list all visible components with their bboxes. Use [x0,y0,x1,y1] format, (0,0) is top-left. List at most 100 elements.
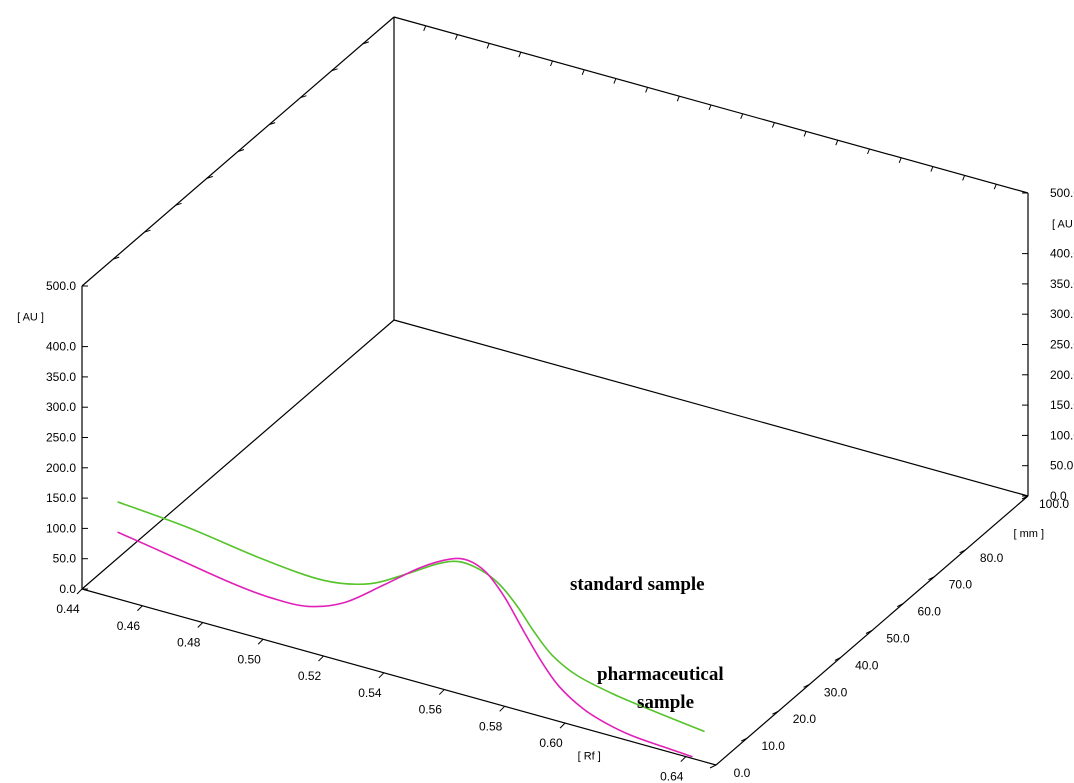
left-top-edge-tick [237,149,245,152]
right-au-axis-label: [ AU ] [1052,218,1074,230]
rf-tick-label: 0.52 [298,669,322,683]
back-top-edge-tick [803,131,807,137]
mm-tick [959,549,966,554]
right-au-tick-label: 250.0 [1050,338,1074,352]
mm-tick [865,630,873,634]
back-top-edge-tick [771,122,775,128]
rf-tick-label: 0.58 [479,719,503,733]
back-top-edge-tick [423,25,427,31]
rf-tick-label: 0.50 [237,652,261,666]
chart-frame [81,16,1029,766]
back-top-edge-tick [676,96,680,102]
right-au-tick-label: 0.0 [1050,489,1067,503]
back-top-edge-tick [898,157,902,163]
rf-axis-line [81,588,717,766]
rf-tick-label: 0.54 [358,686,382,700]
mm-axis-line [81,319,395,590]
back-top-edge-tick [962,175,966,181]
rf-tick [438,689,445,695]
rf-tick-label: 0.56 [419,703,443,717]
rf-tick [197,622,204,628]
mm-tick [928,576,935,581]
rf-tick-label: 0.60 [539,736,563,750]
rf-tick-label: 0.48 [177,636,201,650]
rf-tick [378,672,385,679]
left-top-edge-tick [362,41,369,45]
left-au-tick-label: 300.0 [46,400,76,414]
left-top-edge-tick [300,95,307,99]
mm-tick [896,603,904,608]
rf-tick [680,756,687,762]
mm-axis-label: [ mm ] [1014,528,1045,540]
left-top-edge-tick [113,256,120,260]
right-au-tick-label: 350.0 [1050,277,1074,291]
rf-tick [257,638,264,645]
rf-tick-label: 0.44 [56,602,80,616]
back-top-edge-tick [550,60,553,67]
mm-tick-label: 70.0 [949,578,973,592]
pharmaceutical-sample-annotation-line-1: pharmaceutical [597,664,724,685]
rf-tick [318,655,324,662]
pharmaceutical-sample-annotation-line-2: sample [637,692,694,713]
right-au-tick-label: 400.0 [1050,247,1074,261]
left-top-edge-tick [269,122,276,126]
left-au-tick-label: 50.0 [53,552,77,566]
series-lines [117,501,705,758]
left-top-edge-tick [206,175,213,179]
mm-tick-label: 50.0 [886,632,910,646]
back-top-edge-tick [486,43,490,49]
mm-tick [834,656,842,661]
right-au-tick-label: 500.0 [1050,186,1074,200]
back-top-edge-tick [613,78,617,84]
right-au-tick-label: 150.0 [1050,398,1074,412]
back-top-edge-tick [835,140,839,146]
axis-ticks [76,25,1029,769]
mm-tick-label: 20.0 [793,712,817,726]
right-au-tick-label: 200.0 [1050,368,1074,382]
left-au-tick-label: 0.0 [59,582,76,596]
rf-tick [559,722,566,729]
back-top-edge-tick [708,104,712,111]
mm-tick-label: 30.0 [824,685,848,699]
pharmaceutical-sample-line [117,531,693,758]
back-top-edge-tick [581,69,585,75]
left-au-tick-label: 500.0 [46,279,76,293]
mm-tick [1021,495,1029,500]
rf-tick-label: 0.64 [660,770,684,783]
rf-axis-label: [ Rf ] [578,750,601,762]
rf-tick [499,705,506,712]
rf-tick-label: 0.46 [117,619,141,633]
back-top-edge-tick [740,113,744,119]
right-au-tick-label: 300.0 [1050,307,1074,321]
left-au-tick-label: 350.0 [46,370,76,384]
back-top-edge-tick [993,184,997,190]
mm-tick-label: 10.0 [762,739,786,753]
mm-tick [803,683,810,688]
mm-tick [709,764,717,769]
left-au-tick-label: 400.0 [46,340,76,354]
back-top-edge-tick [867,148,870,155]
rf-tick [76,588,83,595]
right-au-tick-label: 100.0 [1050,428,1074,442]
mm-tick [740,737,748,742]
mm-tick [772,710,779,715]
mm-tick-label: 100.0 [1039,497,1069,511]
mm-tick-label: 40.0 [855,658,879,672]
left-top-edge-tick [331,68,338,72]
back-top-edge-tick [645,87,649,93]
back-top-edge-tick [518,52,522,58]
mm-tick-label: 60.0 [918,605,942,619]
left-au-tick-label: 250.0 [46,431,76,445]
mm-tick-label: 0.0 [734,766,751,780]
back-top-edge-tick [454,34,458,40]
standard-sample-annotation: standard sample [570,574,705,595]
series-annotations: standard sample pharmaceutical sample [570,574,724,713]
left-au-tick-label: 100.0 [46,521,76,535]
right-au-tick-label: 50.0 [1050,459,1074,473]
mm-tick-label: 80.0 [980,551,1004,565]
standard-sample-line [117,501,705,733]
axis-tick-labels: 0.0 50.0 100.0 150.0 200.0 250.0 300.0 350.0 400… [17,186,1074,783]
left-top-edge-tick [144,229,151,233]
left-au-tick-label: 150.0 [46,491,76,505]
